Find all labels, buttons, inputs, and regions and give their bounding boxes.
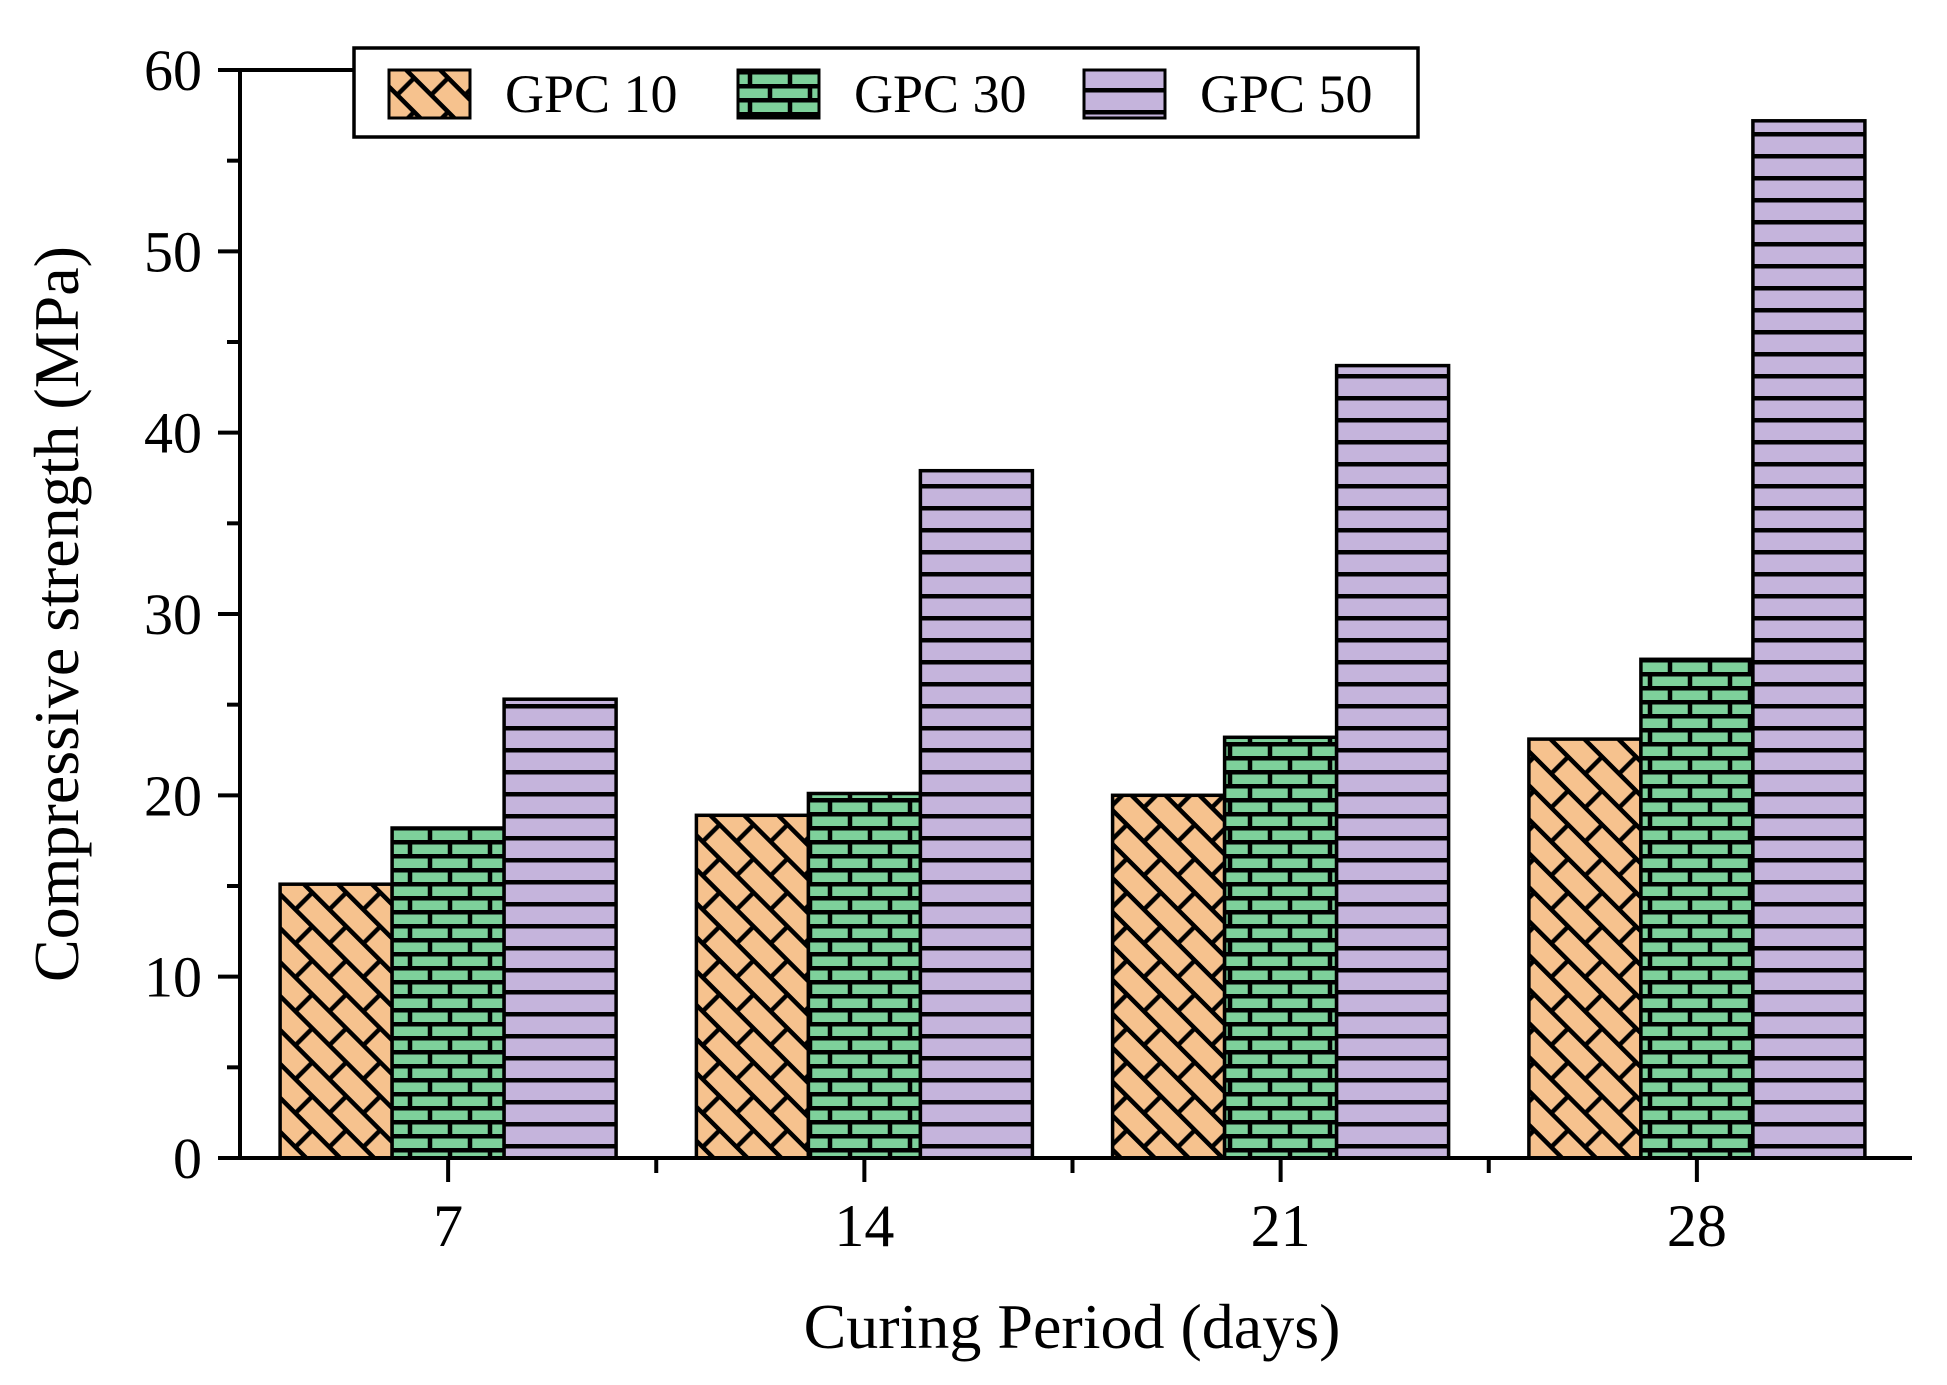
legend-swatch-gpc-50 — [1082, 68, 1167, 120]
bar-gpc-50-7d — [502, 697, 618, 1160]
bar-gpc-30-21d — [1222, 735, 1339, 1160]
y-axis-title: Compressive strength (MPa) — [21, 246, 92, 982]
legend-label-gpc-30: GPC 30 — [854, 64, 1027, 124]
bar-gpc-10-7d — [278, 882, 394, 1160]
x-tick-label: 7 — [433, 1193, 463, 1259]
x-axis: 7 14 21 28 — [238, 1156, 1912, 1259]
x-tick-label: 14 — [834, 1193, 894, 1259]
bar-gpc-50-14d — [918, 468, 1035, 1160]
y-tick-label: 30 — [144, 582, 202, 647]
y-tick-label: 0 — [173, 1126, 202, 1191]
y-tick-label: 10 — [144, 945, 202, 1010]
bar-gpc-50-28d — [1751, 119, 1867, 1160]
bars — [278, 119, 1867, 1160]
y-tick-label: 60 — [144, 38, 202, 103]
bar-gpc-30-28d — [1639, 657, 1755, 1160]
x-axis-title: Curing Period (days) — [804, 1291, 1341, 1362]
legend-swatch-gpc-30 — [736, 68, 821, 120]
bar-gpc-10-14d — [694, 813, 811, 1160]
x-tick-label: 21 — [1251, 1193, 1311, 1259]
legend-label-gpc-50: GPC 50 — [1200, 64, 1373, 124]
y-axis: 0 10 20 30 40 50 60 — [144, 38, 358, 1191]
legend-swatch-gpc-10 — [387, 68, 472, 120]
bar-gpc-10-28d — [1527, 737, 1643, 1160]
bar-gpc-10-21d — [1110, 793, 1227, 1160]
bar-gpc-50-21d — [1334, 363, 1451, 1160]
legend-box — [352, 46, 1420, 139]
bar-gpc-30-7d — [390, 826, 506, 1160]
bar-gpc-30-14d — [806, 791, 923, 1160]
y-tick-label: 40 — [144, 401, 202, 466]
y-tick-label: 20 — [144, 763, 202, 828]
y-tick-label: 50 — [144, 219, 202, 284]
legend-label-gpc-10: GPC 10 — [505, 64, 678, 124]
x-tick-label: 28 — [1667, 1193, 1727, 1259]
legend: GPC 10 GPC 30 GPC 50 — [352, 46, 1420, 139]
